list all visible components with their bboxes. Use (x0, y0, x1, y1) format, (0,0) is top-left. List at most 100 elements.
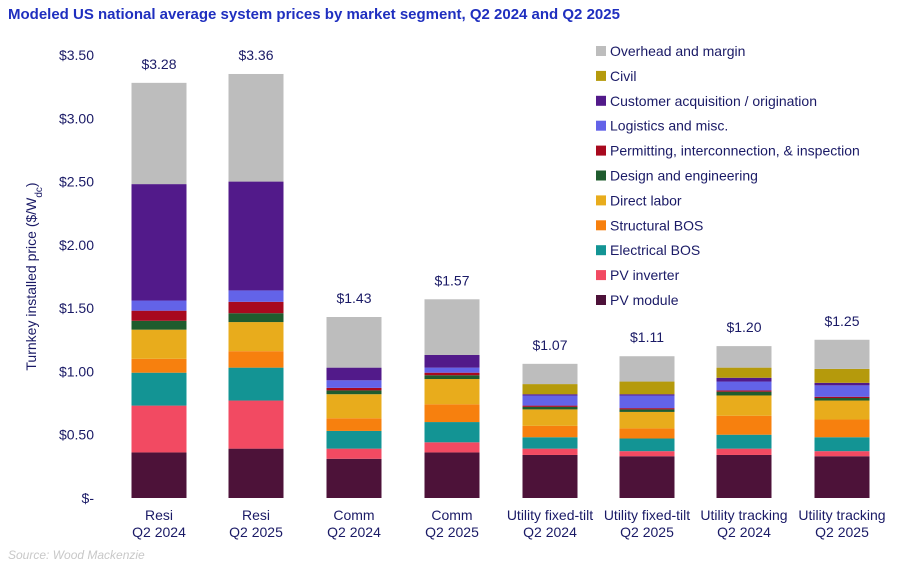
bar-segment (814, 419, 870, 438)
y-tick-label: $3.50 (59, 47, 94, 63)
bar-segment (131, 300, 187, 311)
bar-segment (131, 329, 187, 359)
legend-swatch (596, 120, 606, 131)
bar-segment (228, 367, 284, 401)
y-tick-label: $2.00 (59, 237, 94, 253)
bar-segment (619, 428, 675, 439)
bar-segment (522, 405, 578, 407)
bar-segment (131, 372, 187, 406)
legend-swatch (596, 270, 606, 281)
x-category-label: Utility tracking (798, 507, 885, 523)
bar-segment (131, 358, 187, 373)
legend-swatch (596, 245, 606, 256)
legend-label: Customer acquisition / origination (610, 93, 817, 109)
legend-label: Permitting, interconnection, & inspectio… (610, 143, 860, 159)
bar-segment (814, 385, 870, 397)
bar-segment (326, 367, 382, 381)
legend-swatch (596, 145, 606, 156)
y-axis-label: Turnkey installed price ($/Wdc) (23, 182, 45, 370)
legend-label: Electrical BOS (610, 242, 700, 258)
x-category-sublabel: Q2 2024 (132, 524, 186, 540)
bar-segment (619, 411, 675, 429)
bar-segment (716, 367, 772, 378)
y-tick-label: $0.50 (59, 427, 94, 443)
x-category-sublabel: Q2 2025 (425, 524, 479, 540)
bar-segment (424, 379, 480, 405)
bar-segment (619, 381, 675, 395)
bar-segment (326, 317, 382, 368)
bar-segment (326, 380, 382, 388)
bar-segment (326, 418, 382, 431)
bar-segment (522, 363, 578, 385)
x-category-sublabel: Q2 2025 (620, 524, 674, 540)
legend-swatch (596, 220, 606, 231)
bar-segment (228, 313, 284, 323)
bar-segment (326, 430, 382, 449)
x-category-label: Comm (333, 507, 374, 523)
bar-segment (716, 377, 772, 382)
legend-label: Overhead and margin (610, 43, 745, 59)
legend-swatch (596, 46, 606, 56)
bar-segment (522, 395, 578, 406)
y-tick-label: $- (82, 490, 95, 506)
legend-swatch (596, 170, 606, 181)
legend-label: Logistics and misc. (610, 118, 728, 134)
bar-segment (814, 382, 870, 386)
bar-segment (814, 451, 870, 457)
bar-segment (814, 437, 870, 452)
legend-swatch (596, 295, 606, 305)
bar-total-label: $1.07 (532, 337, 567, 353)
bar-segment (131, 184, 187, 301)
y-tick-label: $1.50 (59, 300, 94, 316)
bar-segment (326, 394, 382, 419)
bar-segment (619, 356, 675, 382)
bar-segment (619, 408, 675, 410)
bar-segment (522, 384, 578, 395)
bar-segment (716, 434, 772, 449)
bar-segment (326, 387, 382, 391)
y-tick-label: $3.00 (59, 110, 94, 126)
bar-segment (326, 390, 382, 395)
bar-segment (522, 409, 578, 426)
legend-label: Direct labor (610, 192, 682, 208)
legend-label: PV inverter (610, 267, 680, 283)
x-category-label: Resi (145, 507, 173, 523)
bar-segment (326, 448, 382, 459)
legend-label: Structural BOS (610, 217, 703, 233)
x-category-sublabel: Q2 2024 (327, 524, 381, 540)
bar-segment (424, 299, 480, 355)
bar-segment (424, 367, 480, 373)
bar-segment (814, 396, 870, 399)
bar-segment (716, 415, 772, 435)
bar-segment (424, 354, 480, 368)
legend-swatch (596, 195, 606, 206)
bar-total-label: $3.36 (238, 47, 273, 63)
bar-segment (131, 405, 187, 453)
bar-segment (619, 456, 675, 498)
legend-label: PV module (610, 292, 679, 308)
x-category-sublabel: Q2 2024 (523, 524, 577, 540)
bar-segment (131, 310, 187, 321)
bar-segment (814, 456, 870, 498)
bar-total-label: $3.28 (141, 56, 176, 72)
x-category-sublabel: Q2 2025 (229, 524, 283, 540)
bar-segment (522, 425, 578, 438)
bar-segment (424, 375, 480, 380)
bar-segment (716, 346, 772, 368)
x-category-label: Utility tracking (700, 507, 787, 523)
bar-segment (522, 454, 578, 498)
bar-segment (619, 395, 675, 409)
bar-segment (228, 301, 284, 314)
bar-total-label: $1.57 (434, 272, 469, 288)
bar-segment (716, 454, 772, 498)
x-category-sublabel: Q2 2024 (717, 524, 771, 540)
bar-segment (716, 448, 772, 455)
legend-label: Design and engineering (610, 168, 758, 184)
y-tick-label: $1.00 (59, 363, 94, 379)
bar-segment (814, 398, 870, 401)
bar-segment (522, 406, 578, 410)
bar-total-label: $1.43 (336, 290, 371, 306)
bar-total-label: $1.25 (824, 313, 859, 329)
